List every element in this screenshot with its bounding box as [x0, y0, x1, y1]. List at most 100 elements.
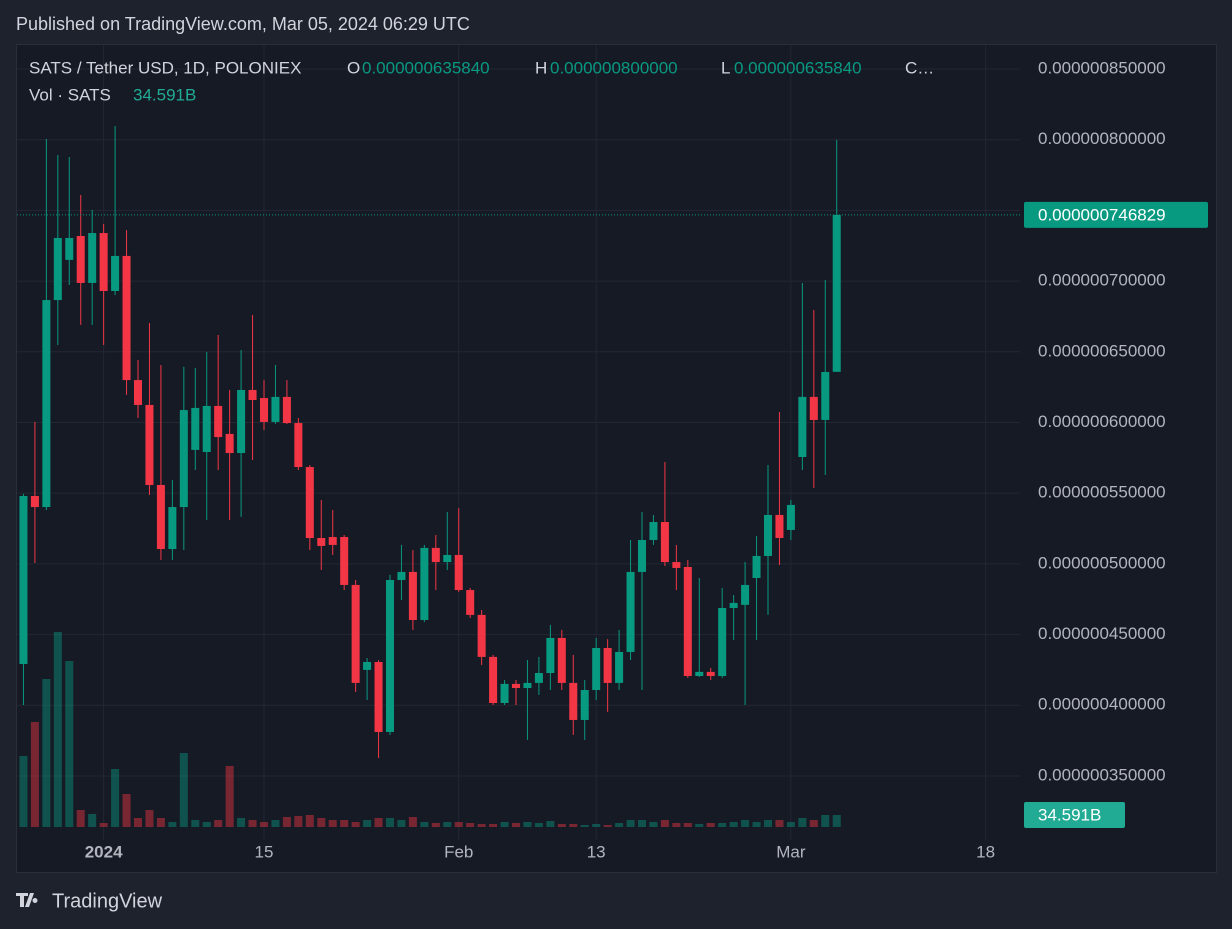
published-header: Published on TradingView.com, Mar 05, 20…	[16, 14, 470, 34]
candle-body	[603, 647, 612, 683]
volume-bar	[168, 822, 177, 827]
volume-value-box	[1024, 802, 1125, 829]
volume-bar	[786, 822, 795, 827]
volume-bar	[637, 819, 647, 827]
volume-bar	[420, 822, 429, 827]
candle-body	[397, 571, 406, 580]
volume-bar	[191, 819, 200, 827]
candle-body	[832, 214, 841, 372]
tradingview-logo: TradingView	[16, 890, 163, 912]
legend-value: 0.000000800000	[550, 58, 678, 77]
volume-bar	[832, 815, 841, 827]
candle-body	[775, 514, 784, 539]
y-tick-label: 0.000000700000	[1038, 271, 1166, 290]
candle-body	[798, 396, 807, 457]
candle-body	[821, 372, 830, 420]
volume-bar	[237, 818, 246, 827]
candle-body	[489, 656, 498, 703]
last-price-label: 0.000000746829	[1038, 205, 1166, 224]
volume-bar	[385, 818, 395, 827]
x-tick-label: 2024	[85, 842, 123, 861]
volume-bar	[557, 824, 566, 827]
candle-body	[168, 507, 177, 550]
volume-bar	[683, 823, 692, 827]
volume-bar	[763, 819, 773, 827]
candle-body	[477, 614, 486, 657]
y-tick-label: 0.000000500000	[1038, 553, 1166, 572]
volume-bar	[408, 817, 417, 827]
candle-body	[706, 671, 715, 676]
legend-value: 0.000000635840	[362, 58, 490, 77]
volume-bar	[660, 819, 669, 827]
volume-bar	[42, 679, 51, 827]
volume-bar	[821, 814, 830, 827]
y-tick-label: 0.000000550000	[1038, 483, 1166, 502]
legend-key: O	[347, 58, 360, 77]
volume-bar	[271, 819, 280, 827]
volume-bar	[431, 823, 440, 827]
volume-bar	[30, 721, 39, 827]
candle-body	[259, 398, 269, 422]
candle-body	[30, 496, 39, 508]
candle-body	[615, 651, 624, 683]
volume-bar	[225, 766, 234, 827]
volume-bar	[466, 823, 475, 827]
candle-body	[42, 300, 51, 508]
candle-body	[637, 539, 647, 572]
volume-bar	[305, 814, 314, 827]
candle-body	[500, 683, 509, 703]
candle-body	[420, 547, 429, 621]
chart-panel	[16, 44, 1217, 873]
volume-legend-value: 34.591B	[133, 85, 196, 104]
candle-body	[179, 410, 188, 508]
y-tick-label: 0.000000800000	[1038, 129, 1166, 148]
volume-bar	[546, 820, 555, 827]
volume-bar	[294, 816, 303, 827]
volume-bar	[741, 819, 750, 827]
candle-body	[729, 602, 738, 608]
volume-bar	[76, 810, 85, 827]
candle-body	[672, 562, 681, 568]
candles	[19, 126, 841, 758]
candle-body	[741, 584, 750, 605]
candle-body	[385, 579, 395, 732]
volume-bar	[397, 819, 406, 827]
candle-body	[351, 584, 360, 683]
candle-body	[282, 396, 291, 424]
volume-bar	[179, 753, 188, 827]
x-tick-label: 18	[976, 842, 995, 861]
volume-bar	[569, 824, 578, 827]
volume-bar	[511, 823, 521, 827]
candle-body	[557, 637, 566, 683]
volume-bar	[603, 824, 612, 827]
volume-bar	[214, 819, 223, 827]
candle-body	[466, 590, 475, 615]
y-tick-label: 0.000000450000	[1038, 624, 1166, 643]
candle-body	[111, 255, 120, 292]
x-tick-label: Feb	[444, 842, 473, 861]
candle-body	[340, 537, 349, 585]
volume-bar	[649, 822, 658, 827]
volume-bar	[133, 818, 143, 827]
volume-bar	[798, 818, 807, 827]
candle-body	[76, 236, 85, 283]
last-price-box	[1024, 201, 1208, 228]
footer-brand: TradingView	[52, 890, 163, 912]
volume-bar	[592, 824, 601, 827]
candle-body	[202, 405, 211, 453]
candle-body	[214, 405, 223, 438]
volume-bar	[248, 819, 257, 827]
candle-body	[443, 554, 452, 563]
volume-bar	[809, 819, 818, 827]
candle-body	[53, 237, 62, 301]
volume-bar	[706, 823, 715, 827]
candle-body	[718, 607, 727, 676]
volume-bar	[523, 822, 532, 827]
candle-body	[271, 396, 280, 422]
volume-bar	[775, 819, 784, 827]
candle-body	[546, 637, 555, 674]
candle-body	[580, 689, 589, 720]
candle-body	[88, 233, 97, 283]
